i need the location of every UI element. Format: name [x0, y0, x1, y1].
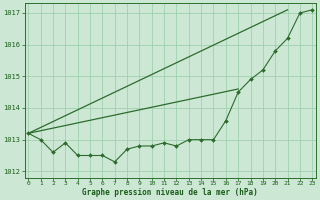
X-axis label: Graphe pression niveau de la mer (hPa): Graphe pression niveau de la mer (hPa) [83, 188, 258, 197]
